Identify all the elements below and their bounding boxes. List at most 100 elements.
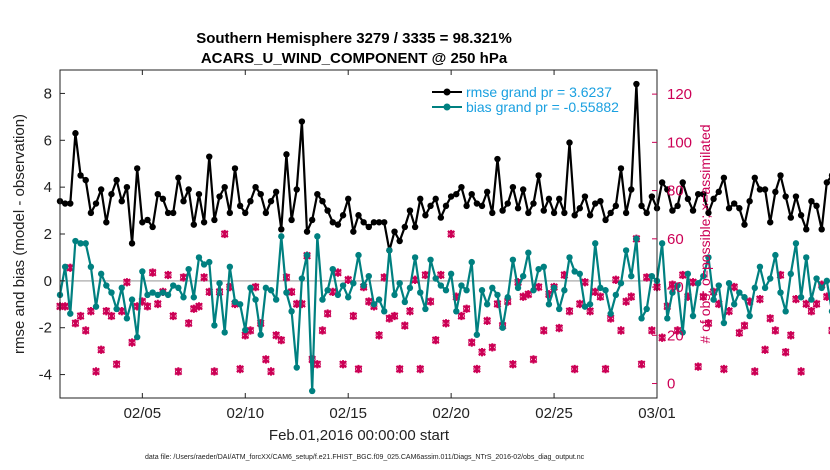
- rmse-point: [180, 198, 187, 205]
- rmse-point: [365, 223, 372, 231]
- obs-assimilated-point: [375, 331, 383, 340]
- rmse-point: [540, 207, 547, 214]
- plot-area: [60, 70, 657, 398]
- bias-point: [329, 265, 336, 273]
- obs-assimilated-point: [694, 362, 703, 371]
- legend-bias-label: bias grand pr = -0.55882: [466, 99, 619, 115]
- bias-point: [406, 284, 414, 292]
- bias-point: [736, 289, 743, 296]
- x-tick-label: 02/15: [329, 405, 367, 422]
- obs-assimilated-point: [472, 364, 481, 374]
- bias-point: [628, 272, 635, 280]
- bias-point: [494, 291, 501, 299]
- bias-point: [818, 284, 825, 292]
- bias-point: [777, 289, 784, 296]
- obs-assimilated-point: [246, 326, 255, 335]
- obs-assimilated-point: [735, 328, 744, 338]
- bias-point: [694, 280, 702, 287]
- bias-point: [123, 315, 131, 322]
- bias-point: [345, 294, 352, 301]
- bias-point: [319, 296, 326, 303]
- rmse-point: [293, 186, 300, 193]
- bias-point: [154, 291, 161, 299]
- rmse-point: [82, 176, 89, 184]
- obs-assimilated-point: [519, 292, 528, 301]
- bias-point: [200, 261, 208, 268]
- bias-point: [535, 265, 542, 273]
- bias-point: [622, 247, 630, 254]
- rmse-point: [700, 190, 707, 198]
- obs-assimilated-point: [97, 345, 106, 354]
- obs-assimilated-point: [586, 307, 595, 316]
- y-right-tick-label: 80: [667, 183, 684, 200]
- bias-point: [519, 272, 527, 280]
- bias-point: [103, 282, 110, 289]
- rmse-point: [303, 228, 311, 235]
- rmse-point: [710, 195, 717, 203]
- rmse-point: [206, 153, 213, 160]
- bias-point: [463, 287, 470, 294]
- y-right-tick-label: 100: [667, 134, 692, 151]
- rmse-point: [334, 221, 342, 228]
- rmse-point: [746, 198, 753, 205]
- bias-point: [607, 310, 614, 317]
- obs-assimilated-point: [400, 321, 409, 330]
- bias-point: [190, 294, 198, 301]
- rmse-point: [494, 155, 501, 163]
- rmse-point: [638, 202, 645, 210]
- rmse-point: [97, 186, 105, 193]
- rmse-point: [422, 212, 429, 219]
- bias-point: [468, 258, 475, 266]
- obs-assimilated-point: [210, 367, 219, 376]
- rmse-point: [715, 188, 722, 196]
- bias-point: [658, 240, 666, 247]
- obs-assimilated-point: [807, 307, 816, 316]
- rmse-point: [792, 193, 800, 200]
- rmse-point: [720, 174, 728, 181]
- bias-point: [303, 251, 311, 259]
- obs-assimilated-point: [467, 338, 476, 347]
- bias-point: [252, 296, 259, 303]
- chart-title: Southern Hemisphere 3279 / 3335 = 98.321…: [196, 30, 512, 47]
- bias-point: [381, 308, 388, 315]
- bias-point: [355, 251, 362, 259]
- bias-point: [561, 287, 568, 294]
- rmse-point: [756, 186, 764, 193]
- obs-assimilated-point: [740, 321, 749, 330]
- rmse-point: [283, 151, 290, 158]
- x-axis-label: Feb.01,2016 00:00:00 start: [269, 427, 450, 444]
- x-tick-label: 02/05: [124, 405, 162, 422]
- rmse-point: [694, 190, 702, 198]
- bias-point: [782, 308, 789, 315]
- rmse-point: [278, 226, 285, 233]
- rmse-point: [355, 212, 362, 219]
- bias-point: [504, 294, 511, 301]
- bias-point: [365, 272, 372, 280]
- obs-assimilated-point: [488, 343, 497, 352]
- bias-point: [334, 291, 342, 299]
- obs-assimilated-point: [596, 292, 605, 301]
- obs-assimilated-point: [483, 316, 492, 325]
- bias-point: [278, 233, 285, 240]
- rmse-point: [514, 205, 522, 212]
- y-right-tick-label: 60: [667, 231, 684, 248]
- bias-point: [571, 268, 578, 275]
- legend-bias-marker: [443, 103, 451, 111]
- bias-point: [262, 284, 270, 292]
- rmse-point: [427, 202, 434, 210]
- rmse-point: [509, 183, 517, 191]
- rmse-point: [787, 214, 795, 221]
- obs-assimilated-point: [61, 302, 70, 311]
- rmse-point: [442, 202, 450, 210]
- rmse-point: [247, 198, 254, 205]
- rmse-point: [808, 198, 815, 205]
- bias-point: [530, 287, 537, 294]
- bias-point: [458, 282, 465, 289]
- bias-point: [730, 301, 738, 308]
- rmse-point: [381, 219, 388, 226]
- y-tick-label: 6: [44, 132, 52, 149]
- rmse-point: [257, 190, 264, 198]
- obs-assimilated-point: [179, 273, 188, 282]
- bias-point: [592, 240, 599, 247]
- bias-point: [391, 291, 398, 299]
